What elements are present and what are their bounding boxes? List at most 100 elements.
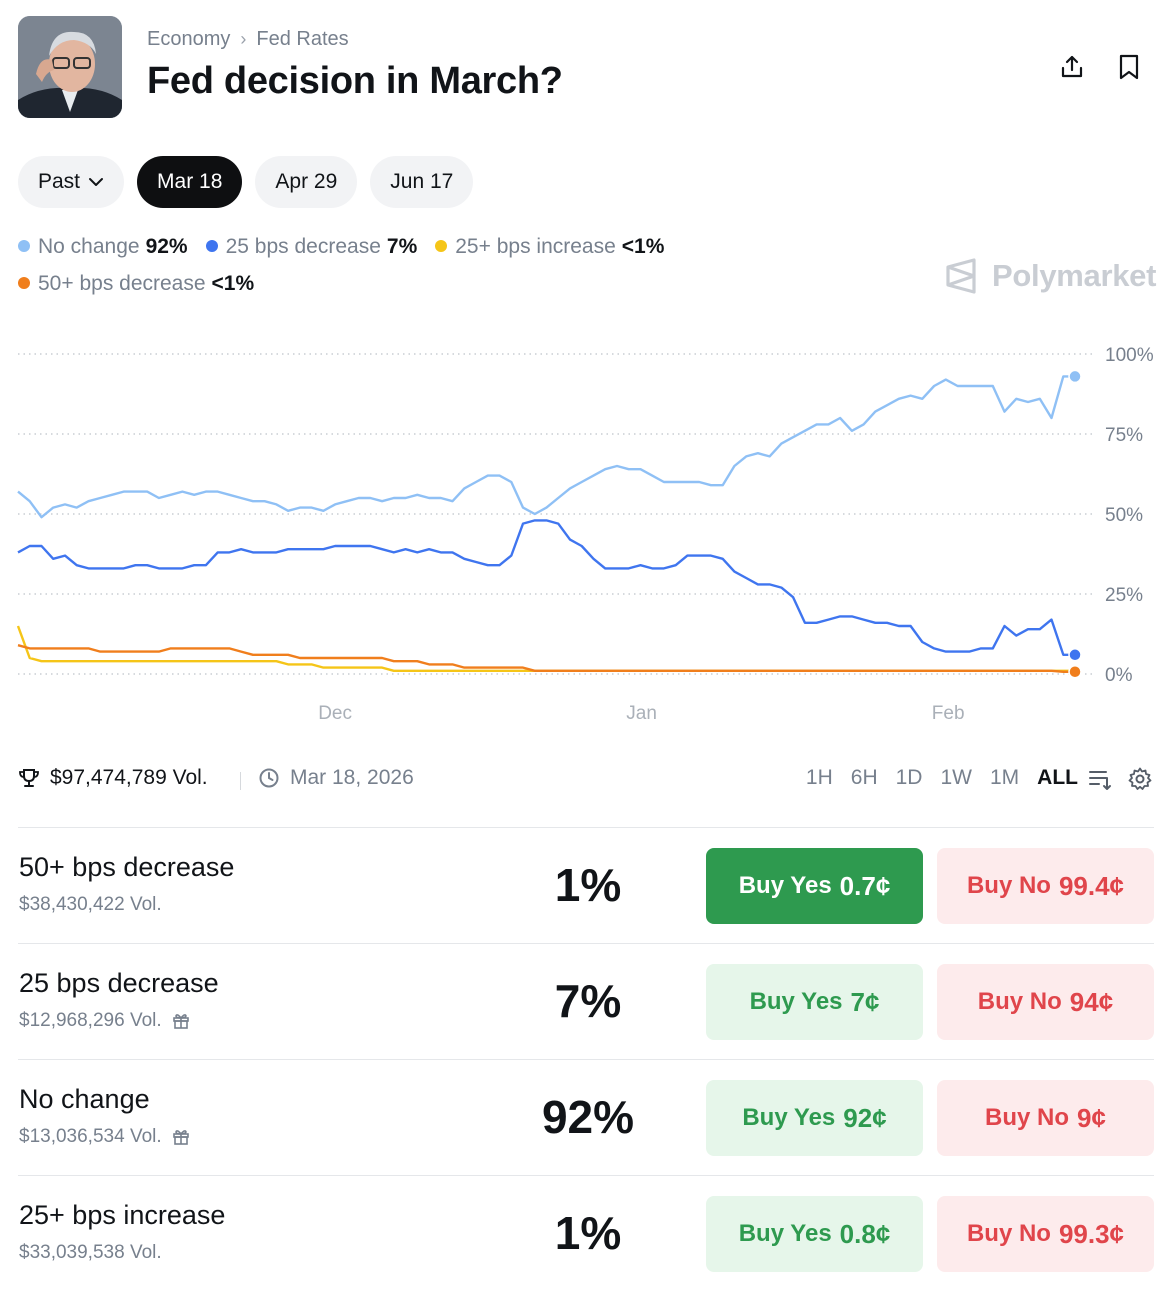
buy-yes-label: Buy Yes: [738, 1220, 832, 1247]
buy-no-label: Buy No: [966, 1220, 1051, 1247]
trophy-icon: [19, 769, 39, 787]
buy-yes-button[interactable]: Buy Yes 92¢: [706, 1080, 923, 1156]
range-1m[interactable]: 1M: [989, 766, 1020, 789]
buy-no-price: 99.3¢: [1058, 1218, 1125, 1249]
range-all[interactable]: ALL: [1037, 766, 1078, 789]
tab-apr-29[interactable]: Apr 29: [255, 156, 358, 208]
x-tick-label: Feb: [932, 703, 965, 724]
outcome-volume: $13,036,534 Vol.: [19, 1126, 190, 1148]
buy-no-button[interactable]: Buy No 99.3¢: [937, 1196, 1154, 1272]
time-range-selector: 1H 6H 1D 1W 1M ALL: [806, 766, 1078, 790]
x-tick-label: Dec: [318, 703, 352, 724]
price-history-chart: 100% 75% 50% 25% 0% Dec Jan Feb: [16, 345, 1154, 724]
share-icon: [1061, 55, 1083, 78]
outcome-row[interactable]: No change $13,036,534 Vol. 92% Buy Yes 92¢ Bu…: [18, 1059, 1154, 1175]
outcome-probability: 7%: [554, 975, 622, 1027]
legend-label: 50+ bps decrease: [38, 272, 206, 295]
chevron-down-icon: [89, 178, 104, 186]
buy-no-price: 99.4¢: [1058, 870, 1125, 901]
buy-yes-price: 7¢: [850, 986, 880, 1017]
series-endpoint: [1068, 369, 1082, 384]
settings-button[interactable]: [1125, 764, 1155, 794]
past-dropdown[interactable]: Past: [18, 156, 125, 208]
legend-label: 25 bps decrease: [225, 235, 381, 258]
buy-yes-price: 92¢: [843, 1102, 887, 1133]
legend-value: <1%: [621, 235, 665, 258]
breadcrumb: Economy › Fed Rates: [147, 28, 349, 51]
outcome-volume-text: $12,968,296 Vol.: [19, 1010, 162, 1031]
range-1d[interactable]: 1D: [895, 766, 923, 789]
gear-icon: [1128, 767, 1152, 790]
series-endpoint: [1068, 648, 1082, 662]
person-portrait-icon: [18, 16, 122, 118]
sort-button[interactable]: [1085, 764, 1115, 794]
legend-value: 7%: [386, 235, 418, 258]
outcome-row[interactable]: 25 bps decrease $12,968,296 Vol. 7% Buy Yes…: [18, 943, 1154, 1059]
legend-item: 50+ bps decrease <1%: [18, 265, 254, 302]
legend-item: No change 92%: [18, 228, 188, 265]
breadcrumb-fed-rates[interactable]: Fed Rates: [256, 28, 349, 50]
share-button[interactable]: [1057, 52, 1087, 82]
y-tick-label: 75%: [1105, 425, 1143, 446]
legend-dot: [18, 240, 30, 252]
outcome-list: 50+ bps decrease $38,430,422 Vol. 1% Buy Ye…: [18, 827, 1154, 1291]
sort-list-icon: [1089, 771, 1111, 790]
end-date-text: Mar 18, 2026: [290, 766, 414, 789]
page-title: Fed decision in March?: [147, 60, 563, 102]
breadcrumb-economy[interactable]: Economy: [147, 28, 231, 50]
buy-yes-button[interactable]: Buy Yes 7¢: [706, 964, 923, 1040]
y-tick-label: 0%: [1105, 665, 1133, 686]
date-tabs: Past Mar 18 Apr 29 Jun 17: [18, 156, 474, 208]
end-date: Mar 18, 2026: [258, 766, 414, 790]
series-line-no-change: [17, 375, 1075, 519]
buy-yes-price: 0.7¢: [839, 870, 891, 901]
outcome-volume-text: $13,036,534 Vol.: [19, 1126, 162, 1147]
series-endpoint: [1068, 665, 1082, 679]
x-tick-label: Jan: [626, 703, 657, 724]
outcome-row[interactable]: 25+ bps increase $33,039,538 Vol. 1% Buy Ye…: [18, 1175, 1154, 1291]
tab-mar-18[interactable]: Mar 18: [137, 156, 243, 208]
range-6h[interactable]: 6H: [850, 766, 878, 789]
buy-yes-button[interactable]: Buy Yes 0.8¢: [706, 1196, 923, 1272]
total-volume-text: $97,474,789 Vol.: [50, 766, 208, 789]
bookmark-button[interactable]: [1114, 52, 1144, 82]
polymarket-watermark: Polymarket: [944, 258, 1156, 294]
legend-value: <1%: [211, 272, 255, 295]
y-tick-label: 50%: [1105, 505, 1143, 526]
outcome-name: 25 bps decrease: [19, 968, 219, 998]
watermark-text: Polymarket: [992, 258, 1157, 293]
bookmark-icon: [1119, 54, 1139, 80]
outcome-name: 25+ bps increase: [19, 1200, 226, 1230]
series-line-25-bps-decrease: [17, 519, 1075, 656]
total-volume: $97,474,789 Vol.: [18, 766, 208, 790]
buy-no-button[interactable]: Buy No 99.4¢: [937, 848, 1154, 924]
legend-value: 92%: [145, 235, 188, 258]
outcome-name: 50+ bps decrease: [19, 852, 235, 882]
chart-legend: No change 92% 25 bps decrease 7% 25+ bps inc…: [18, 228, 738, 302]
legend-label: No change: [38, 235, 140, 258]
chevron-right-icon: ›: [240, 29, 247, 49]
outcome-volume-text: $33,039,538 Vol.: [19, 1242, 162, 1263]
buy-yes-price: 0.8¢: [839, 1218, 891, 1249]
clock-icon: [259, 768, 279, 788]
market-avatar: [18, 16, 122, 118]
outcome-probability: 1%: [554, 859, 622, 911]
legend-dot: [435, 240, 448, 252]
legend-item: 25+ bps increase <1%: [435, 228, 664, 265]
outcome-volume: $38,430,422 Vol.: [19, 894, 162, 916]
past-label: Past: [38, 170, 81, 193]
polymarket-logo-icon: [946, 258, 976, 294]
buy-yes-label: Buy Yes: [738, 872, 832, 899]
gift-icon: [172, 1130, 189, 1145]
market-header: Economy › Fed Rates Fed decision in Marc…: [18, 16, 1158, 120]
range-1w[interactable]: 1W: [940, 766, 972, 789]
buy-yes-button[interactable]: Buy Yes 0.7¢: [706, 848, 923, 924]
buy-no-button[interactable]: Buy No 9¢: [937, 1080, 1154, 1156]
legend-label: 25+ bps increase: [455, 235, 616, 258]
outcome-row[interactable]: 50+ bps decrease $38,430,422 Vol. 1% Buy Ye…: [18, 827, 1154, 943]
buy-no-button[interactable]: Buy No 94¢: [937, 964, 1154, 1040]
tab-jun-17[interactable]: Jun 17: [370, 156, 474, 208]
buy-no-label: Buy No: [985, 1104, 1070, 1131]
range-1h[interactable]: 1H: [805, 766, 833, 789]
buy-no-label: Buy No: [966, 872, 1051, 899]
